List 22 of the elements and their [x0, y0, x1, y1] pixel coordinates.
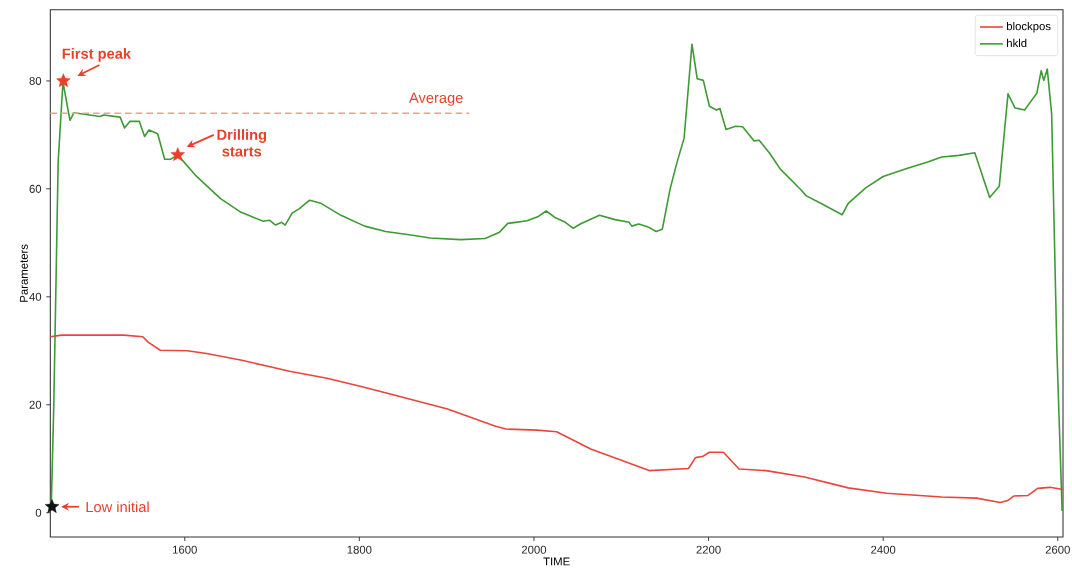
point: [56, 73, 71, 88]
annotation: Low initial: [86, 501, 149, 513]
x-tick-label: 1600: [173, 545, 197, 554]
x-tick-label: 2400: [871, 545, 896, 554]
y-tick-label: 0: [35, 508, 42, 517]
annotation: Drilling starts: [217, 129, 267, 157]
y-tick-label: 40: [29, 292, 42, 301]
y-axis-title: Parameters: [19, 244, 28, 302]
legend-label: blockpos: [1007, 21, 1051, 33]
x-tick-label: 2200: [696, 545, 721, 554]
y-tick-label: 20: [29, 400, 42, 409]
x-tick-label: 1800: [347, 545, 372, 554]
x-axis-title: TIME: [543, 557, 570, 566]
y-tick-label: 60: [29, 184, 42, 193]
y-tick-label: 80: [29, 76, 42, 85]
annotation: First peak: [62, 48, 132, 62]
point: [44, 499, 60, 513]
x-tick-label: 2000: [521, 545, 547, 554]
point: [170, 147, 185, 162]
x-tick-label: 2600: [1045, 545, 1070, 554]
legend-label: hkld: [1007, 38, 1027, 48]
annotation: Average: [409, 92, 463, 106]
